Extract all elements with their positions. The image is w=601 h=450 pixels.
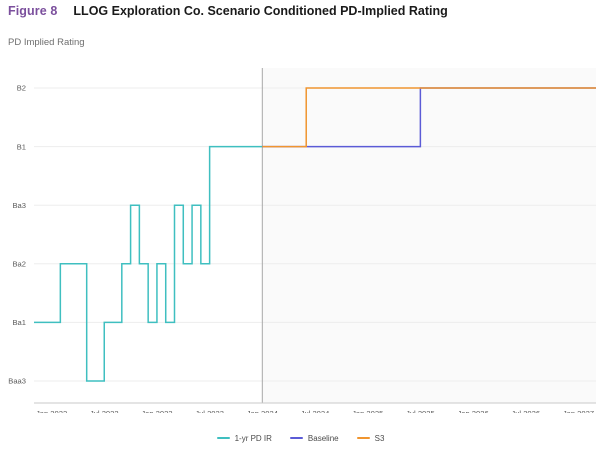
y-axis-caption: PD Implied Rating [8,37,85,48]
y-tick-ba1: Ba1 [12,318,26,327]
x-tick-jul-2023: Jul 2023 [195,409,224,413]
x-tick-jan-2023: Jan 2023 [141,409,172,413]
x-tick-jan-2024: Jan 2024 [247,409,278,413]
figure-header: Figure 8 LLOG Exploration Co. Scenario C… [8,4,593,24]
legend-item-s3[interactable]: S3 [356,433,385,443]
legend-item-baseline[interactable]: Baseline [289,433,339,443]
legend-item-1-yr-pd-ir[interactable]: 1-yr PD IR [216,433,272,443]
legend-label: S3 [374,433,385,443]
y-tick-baa3: Baa3 [8,377,26,386]
legend-swatch-icon [356,437,370,439]
series-lines [34,87,596,382]
legend-label: 1-yr PD IR [234,433,272,443]
y-axis-tick-labels: Baa3 Ba1 Ba2 Ba3 B1 B2 [8,84,26,386]
forecast-region-shading [262,68,596,403]
series-line-s3 [262,87,596,148]
x-tick-jan-2022: Jan 2022 [36,409,67,413]
y-tick-ba3: Ba3 [12,201,26,210]
legend-swatch-icon [216,437,230,439]
figure-number-label: Figure 8 [8,4,58,18]
y-tick-b2: B2 [17,84,26,93]
x-tick-jul-2026: Jul 2026 [511,409,540,413]
x-tick-jul-2022: Jul 2022 [90,409,119,413]
x-tick-jan-2026: Jan 2026 [457,409,488,413]
y-tick-b1: B1 [17,142,26,151]
legend-swatch-icon [289,437,303,439]
series-line-1-yr-pd-ir [34,145,263,382]
x-tick-jan-2025: Jan 2025 [352,409,383,413]
x-tick-jul-2025: Jul 2025 [406,409,435,413]
page-title: LLOG Exploration Co. Scenario Conditione… [73,4,448,18]
chart-legend: 1-yr PD IR Baseline S3 [0,430,601,446]
y-tick-ba2: Ba2 [12,260,26,269]
x-axis-tick-labels: Jan 2022 Jul 2022 Jan 2023 Jul 2023 Jan 2024… [36,409,594,413]
x-tick-jul-2024: Jul 2024 [301,409,330,413]
forecast-shade-rect [262,68,596,403]
x-tick-jan-2027: Jan 2027 [563,409,594,413]
legend-label: Baseline [307,433,339,443]
